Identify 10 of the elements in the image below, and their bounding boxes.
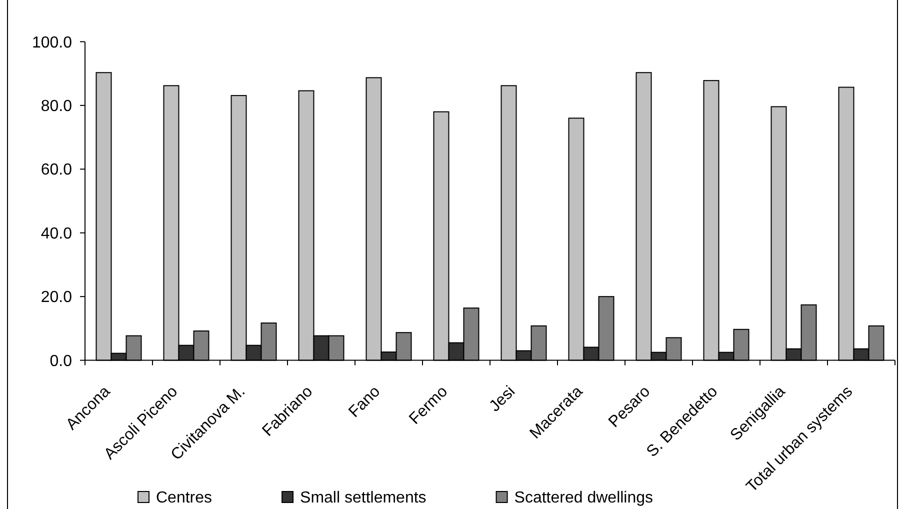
legend-label: Scattered dwellings <box>514 490 654 507</box>
y-tick-label: 40.0 <box>40 225 72 242</box>
y-tick-label: 20.0 <box>40 289 72 306</box>
y-tick-label: 80.0 <box>40 98 72 116</box>
y-tick-label: 60.0 <box>40 162 72 179</box>
legend-label: Small settlements <box>300 490 426 507</box>
x-tick-label: Jesi <box>486 383 519 416</box>
legend-label: Centres <box>156 490 212 507</box>
y-tick-label: 0.0 <box>50 352 72 370</box>
y-tick-label: 100.0 <box>32 34 72 52</box>
